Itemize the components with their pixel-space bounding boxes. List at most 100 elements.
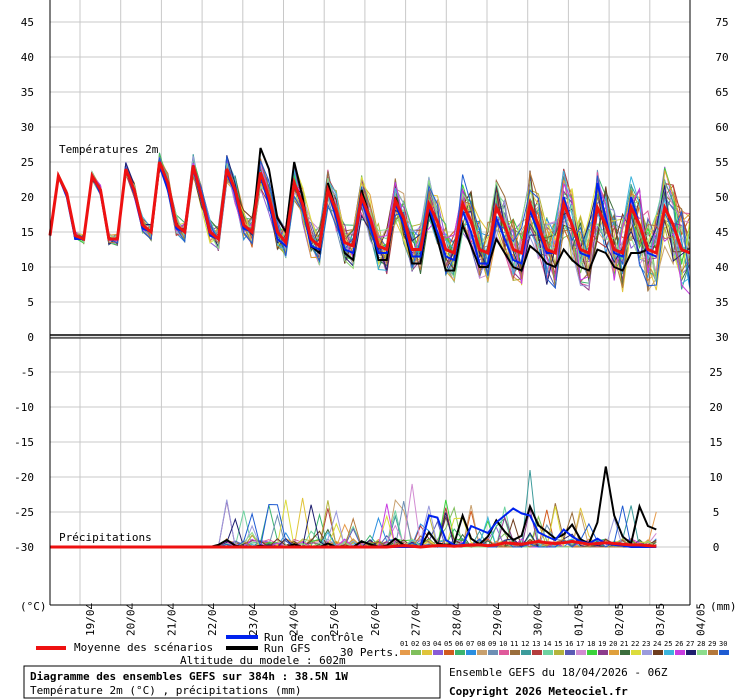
temperature-panel-label: Températures 2m <box>59 143 159 156</box>
temp-left-tick: 45 <box>21 16 34 29</box>
pert-number: 17 <box>576 640 584 648</box>
pert-number: 24 <box>653 640 661 648</box>
pert-number: 10 <box>499 640 507 648</box>
temp-left-tick: 40 <box>21 51 34 64</box>
x-date-label: 19/04 <box>84 603 97 636</box>
pert-number: 04 <box>433 640 441 648</box>
temp-left-tick: 10 <box>21 261 34 274</box>
pert-swatch <box>400 650 410 655</box>
pert-number: 27 <box>686 640 694 648</box>
prec-left-tick: -25 <box>14 506 34 519</box>
pert-swatch <box>565 650 575 655</box>
mean-temp-line <box>48 161 691 256</box>
copyright: Copyright 2026 Meteociel.fr <box>449 685 628 698</box>
pert-number: 22 <box>631 640 639 648</box>
pert-swatch <box>455 650 465 655</box>
legend-gfs-label: Run GFS <box>264 642 310 655</box>
x-date-label: 26/04 <box>369 603 382 636</box>
x-date-label: 30/04 <box>532 603 545 636</box>
x-date-label: 27/04 <box>410 603 423 636</box>
pert-swatch <box>554 650 564 655</box>
x-date-label: 03/05 <box>654 603 667 636</box>
x-date-label: 28/04 <box>450 603 463 636</box>
temp-right-tick: 30 <box>715 331 728 344</box>
prec-right-tick: 25 <box>709 366 722 379</box>
pert-number: 11 <box>510 640 518 648</box>
pert-number: 21 <box>620 640 628 648</box>
temp-left-tick: 5 <box>27 296 34 309</box>
pert-number: 28 <box>697 640 705 648</box>
legend-perts-label: 30 Perts. <box>340 646 400 659</box>
prec-right-tick: 20 <box>709 401 722 414</box>
mean-prec-line <box>50 539 657 549</box>
pert-number: 06 <box>455 640 463 648</box>
pert-swatch <box>686 650 696 655</box>
pert-number: 08 <box>477 640 485 648</box>
pert-number: 25 <box>664 640 672 648</box>
pert-number: 07 <box>466 640 474 648</box>
main-series <box>48 147 691 549</box>
pert-swatch <box>444 650 454 655</box>
temp-left-tick: 35 <box>21 86 34 99</box>
x-date-label: 29/04 <box>491 603 504 636</box>
pert-number: 05 <box>444 640 452 648</box>
temp-right-tick: 65 <box>715 86 728 99</box>
prec-left-tick: -10 <box>14 401 34 414</box>
pert-swatch <box>664 650 674 655</box>
temp-left-tick: 30 <box>21 121 34 134</box>
perturbation-legend: 01 02 03 04 05 06 07 08 09 10 11 12 13 14 15 16 17 18 19 20… <box>400 640 729 655</box>
pert-number: 01 <box>400 640 408 648</box>
prec-left-tick: -15 <box>14 436 34 449</box>
pert-swatch <box>422 650 432 655</box>
temp-left-tick: 20 <box>21 191 34 204</box>
x-date-label: 25/04 <box>328 603 341 636</box>
x-date-label: 22/04 <box>206 603 219 636</box>
pert-number: 23 <box>642 640 650 648</box>
x-date-label: 24/04 <box>288 603 301 636</box>
pert-number: 14 <box>543 640 551 648</box>
x-date-label: 02/05 <box>613 603 626 636</box>
pert-swatch <box>411 650 421 655</box>
prec-left-tick: -5 <box>21 366 34 379</box>
pert-number: 12 <box>521 640 529 648</box>
temp-right-tick: 70 <box>715 51 728 64</box>
pert-swatch <box>653 650 663 655</box>
pert-number: 16 <box>565 640 573 648</box>
prec-right-tick: 15 <box>709 436 722 449</box>
prec-right-tick: 10 <box>709 471 722 484</box>
pert-number: 09 <box>488 640 496 648</box>
pert-swatch <box>609 650 619 655</box>
temp-right-tick: 75 <box>715 16 728 29</box>
run-info: Ensemble GEFS du 18/04/2026 - 06Z <box>449 666 668 679</box>
pert-number: 20 <box>609 640 617 648</box>
pert-swatch <box>466 650 476 655</box>
pert-swatch <box>576 650 586 655</box>
altitude-label: Altitude du modele : 602m <box>180 654 346 667</box>
footer-subtitle: Température 2m (°C) , précipitations (mm… <box>30 684 302 697</box>
pert-swatch <box>697 650 707 655</box>
pert-number: 29 <box>708 640 716 648</box>
pert-number: 03 <box>422 640 430 648</box>
pert-number: 19 <box>598 640 606 648</box>
prec-left-tick: -20 <box>14 471 34 484</box>
pert-number: 18 <box>587 640 595 648</box>
x-date-label: 21/04 <box>165 603 178 636</box>
x-date-label: 01/05 <box>572 603 585 636</box>
pert-swatch <box>675 650 685 655</box>
pert-number: 26 <box>675 640 683 648</box>
pert-swatch <box>631 650 641 655</box>
x-date-label: 20/04 <box>125 603 138 636</box>
temp-right-tick: 35 <box>715 296 728 309</box>
temp-right-tick: 55 <box>715 156 728 169</box>
pert-swatch <box>620 650 630 655</box>
pert-swatch <box>499 650 509 655</box>
prec-right-tick: 0 <box>713 541 720 554</box>
temp-left-tick: 15 <box>21 226 34 239</box>
pert-number: 13 <box>532 640 540 648</box>
pert-swatch <box>477 650 487 655</box>
pert-swatch <box>708 650 718 655</box>
pert-swatch <box>521 650 531 655</box>
footer-title: Diagramme des ensembles GEFS sur 384h : … <box>30 670 348 683</box>
